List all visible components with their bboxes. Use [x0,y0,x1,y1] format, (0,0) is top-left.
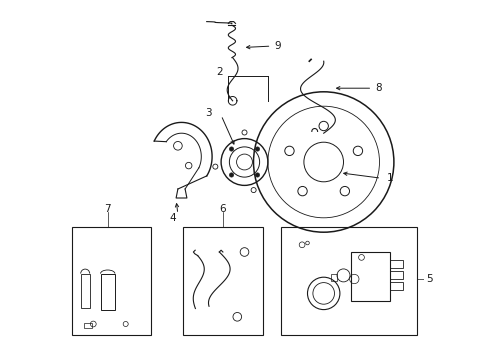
Text: 9: 9 [273,41,280,51]
Bar [389,282,402,290]
Bar [389,260,402,268]
Text: 5: 5 [426,274,432,284]
Circle shape [229,173,233,177]
Circle shape [229,147,233,151]
Text: 7: 7 [104,204,111,214]
Bar [183,227,262,335]
Text: 8: 8 [374,83,381,93]
Bar [101,274,115,310]
Text: 2: 2 [216,67,223,77]
Bar [280,227,416,335]
Bar [84,323,91,328]
Bar [81,274,89,308]
Circle shape [255,173,259,177]
Text: 6: 6 [219,204,226,214]
Bar [350,252,389,301]
Text: 4: 4 [169,213,176,223]
Bar [330,274,337,281]
Text: 3: 3 [205,108,212,118]
Circle shape [255,147,259,151]
Text: 1: 1 [386,173,392,183]
Bar [72,227,151,335]
Bar [389,271,402,279]
